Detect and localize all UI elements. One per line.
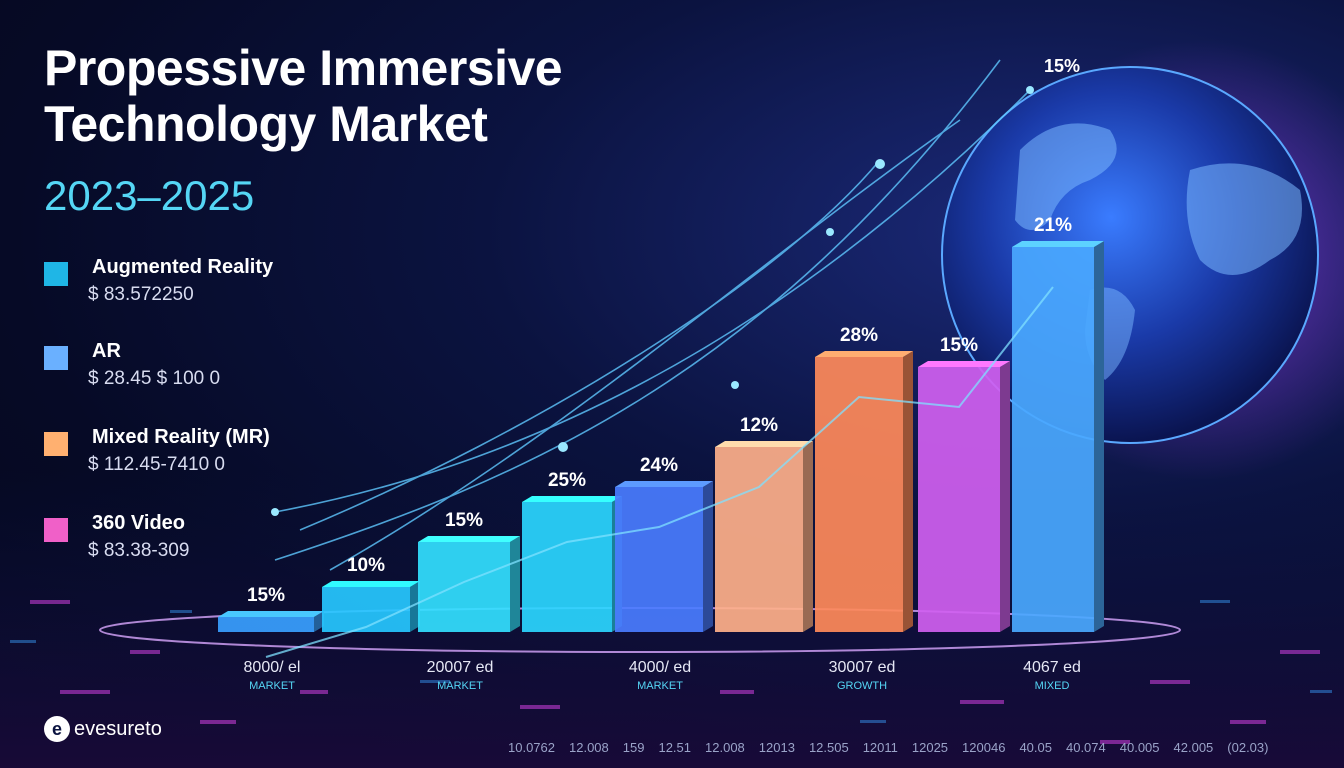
data-label: 15% <box>247 585 285 606</box>
bar <box>918 361 1010 632</box>
bar-front <box>615 487 703 632</box>
bottom-number: 12.008 <box>569 740 609 755</box>
x-tick-sublabel: GROWTH <box>837 680 887 692</box>
bar-side <box>803 441 813 632</box>
bottom-number: 40.074 <box>1065 740 1106 755</box>
bar-top <box>815 351 913 357</box>
bar <box>322 581 420 632</box>
bar-top <box>1012 241 1104 247</box>
trend-lines <box>274 59 1031 571</box>
legend-swatch <box>44 518 68 542</box>
data-label: 21% <box>1034 215 1072 236</box>
floor-dots <box>30 600 1320 744</box>
legend-label: 360 Video <box>92 512 186 534</box>
bar-top <box>218 611 324 617</box>
x-tick-label: 4067 ed <box>1023 659 1081 676</box>
legend-swatch <box>44 346 68 370</box>
legend-value: $ 83.572250 <box>88 284 194 305</box>
bar <box>218 611 324 632</box>
floor-dots-blue <box>10 600 1332 723</box>
data-label: 24% <box>640 455 678 476</box>
legend-swatch <box>44 432 68 456</box>
bar-top <box>715 441 813 447</box>
bar <box>1012 241 1104 632</box>
x-tick-label: 8000/ el <box>244 659 301 676</box>
bar <box>615 481 713 632</box>
bar-side <box>410 581 420 632</box>
bar-side <box>1094 241 1104 632</box>
bar <box>418 536 520 632</box>
bar-front <box>1012 247 1094 632</box>
data-label: 15% <box>940 335 978 356</box>
bar-side <box>510 536 520 632</box>
legend-value: $ 83.38-309 <box>88 540 190 561</box>
top-annotation-label: 15% <box>1044 56 1080 76</box>
bottom-number: 12011 <box>862 740 898 755</box>
bar-front <box>715 447 803 632</box>
legend-swatch <box>44 262 68 286</box>
bar-top <box>322 581 420 587</box>
brand-logo: e evesureto <box>44 714 162 744</box>
x-tick-sublabel: MIXED <box>1035 680 1070 692</box>
bar-top <box>522 496 622 502</box>
bar-front <box>322 587 410 632</box>
x-tick-label: 20007 ed <box>427 659 494 676</box>
legend-value: $ 112.45-7410 0 <box>88 454 225 475</box>
bottom-number: 12.51 <box>658 740 692 755</box>
bottom-number: 12025 <box>911 740 949 755</box>
x-tick-sublabel: MARKET <box>437 680 483 692</box>
bar-side <box>903 351 913 632</box>
bar <box>715 441 813 632</box>
legend-label: AR <box>92 340 121 362</box>
bottom-number: 40.05 <box>1019 740 1052 755</box>
data-label: 28% <box>840 325 878 346</box>
data-label: 12% <box>740 415 778 436</box>
bar-top <box>615 481 713 487</box>
bottom-number: 40.005 <box>1119 740 1160 755</box>
brand-mark-icon: e <box>44 716 70 742</box>
bar <box>522 496 622 632</box>
legend-label: Mixed Reality (MR) <box>92 426 270 448</box>
legend-label: Augmented Reality <box>92 256 274 278</box>
bar-front <box>918 367 1000 632</box>
bottom-number: 42.005 <box>1173 740 1214 755</box>
bar-side <box>703 481 713 632</box>
trend-nodes <box>271 86 1034 516</box>
bar-front <box>418 542 510 632</box>
bottom-number-strip: 10.0762 12.008 159 12.51 12.008 12013 12… <box>508 740 1268 755</box>
bar-front <box>815 357 903 632</box>
bar <box>815 351 913 632</box>
bottom-number: 159 <box>622 740 645 755</box>
bar-top <box>418 536 520 542</box>
bar-front <box>522 502 612 632</box>
chart-title: Propessive Immersive Technology Market <box>44 40 563 152</box>
bottom-number: 12.008 <box>705 740 745 755</box>
trend-line <box>265 286 1054 658</box>
legend-value: $ 28.45 $ 100 0 <box>88 368 221 389</box>
title-line-2: Technology Market <box>44 96 488 152</box>
bar-front <box>218 617 314 632</box>
x-tick-sublabel: MARKET <box>637 680 683 692</box>
bottom-number: 120046 <box>962 740 1006 755</box>
bar-top <box>918 361 1010 367</box>
bar-side <box>314 611 324 632</box>
globe-continent <box>1186 163 1302 275</box>
bar-side <box>1000 361 1010 632</box>
year-range: 2023–2025 <box>44 172 255 219</box>
x-tick-label: 30007 ed <box>829 659 896 676</box>
title-line-1: Propessive Immersive <box>44 40 563 96</box>
bottom-number: 12013 <box>758 740 795 755</box>
bottom-number: 10.0762 <box>508 740 555 755</box>
data-label: 15% <box>445 510 483 531</box>
x-tick-sublabel: MARKET <box>249 680 295 692</box>
bottom-number: (02.03) <box>1227 740 1269 755</box>
data-label: 10% <box>347 555 385 576</box>
brand-name: evesureto <box>74 717 162 740</box>
bottom-number: 12.505 <box>808 740 849 755</box>
globe-continent <box>1015 123 1117 230</box>
x-tick-label: 4000/ ed <box>629 659 691 676</box>
data-label: 25% <box>548 470 586 491</box>
